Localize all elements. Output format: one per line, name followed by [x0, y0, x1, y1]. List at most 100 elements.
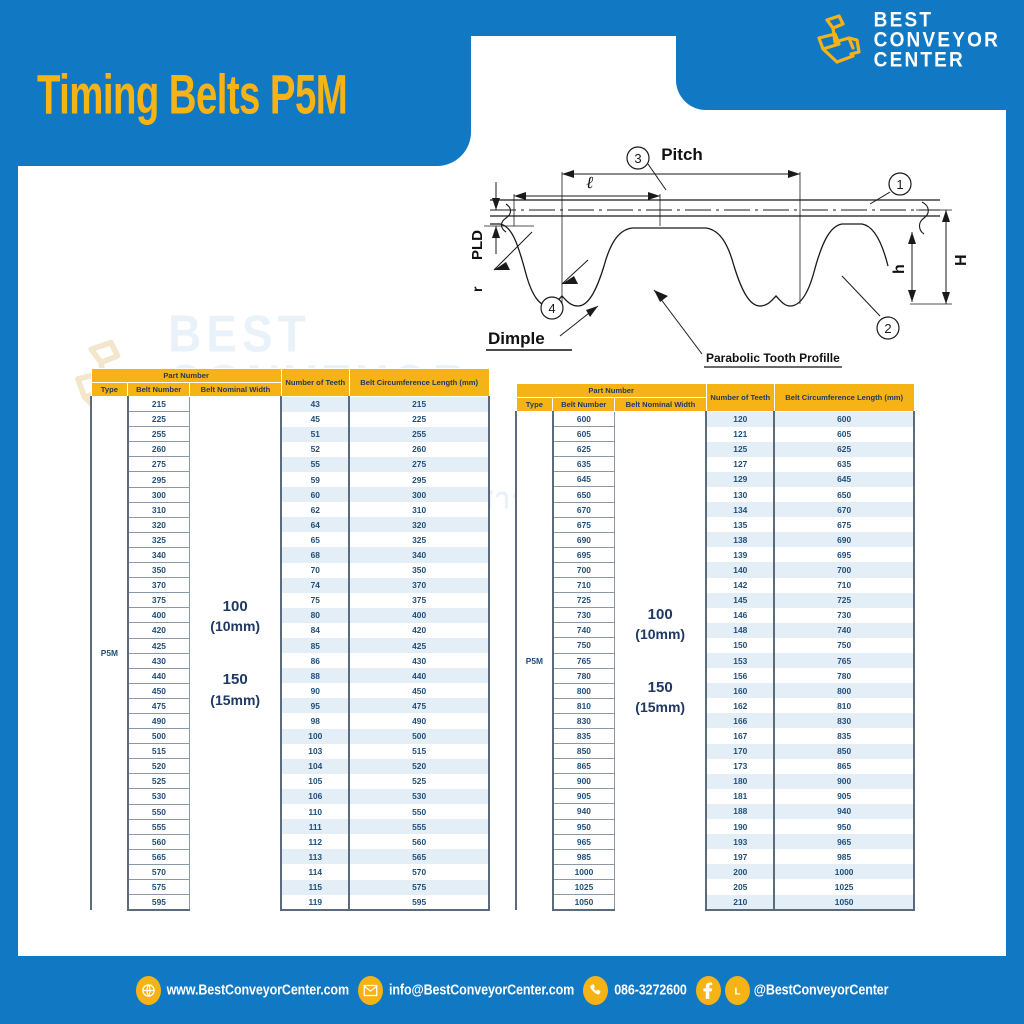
table-row: 850 170 850 — [516, 743, 915, 760]
table-row: 400 80 400 — [91, 607, 490, 624]
footer-phone[interactable]: 086-3272600 — [583, 975, 687, 1005]
header-circumference: Belt Circumference Length (mm) — [348, 368, 490, 397]
table-row: 695 139 695 — [516, 546, 915, 563]
cell-belt-number: 420 — [127, 622, 191, 639]
cell-belt-number: 560 — [127, 833, 191, 850]
cell-circumference: 530 — [349, 788, 490, 805]
cell-number-of-teeth: 150 — [705, 637, 776, 653]
header-number-of-teeth: Number of Teeth — [280, 368, 350, 397]
cell-circumference: 500 — [349, 728, 490, 744]
table-row: 525 105 525 — [91, 773, 490, 790]
svg-text:4: 4 — [548, 301, 555, 316]
cell-number-of-teeth: 111 — [280, 819, 351, 835]
table-row: 1050 210 1050 — [516, 893, 915, 911]
footer-email[interactable]: info@BestConveyorCenter.com — [357, 975, 574, 1005]
table-row: 810 162 810 — [516, 697, 915, 714]
footer-social-text: @BestConveyorCenter — [753, 981, 889, 999]
cell-belt-number: 440 — [127, 667, 191, 684]
cell-number-of-teeth: 153 — [705, 653, 776, 669]
header-circumference: Belt Circumference Length (mm) — [773, 383, 915, 412]
cell-number-of-teeth: 84 — [280, 622, 351, 638]
cell-circumference: 320 — [349, 517, 490, 533]
cell-belt-number: 700 — [552, 561, 616, 579]
table-row: 625 125 625 — [516, 441, 915, 458]
cell-belt-number: 850 — [552, 743, 616, 760]
cell-circumference: 645 — [774, 471, 915, 487]
cell-number-of-teeth: 121 — [705, 426, 776, 442]
cell-number-of-teeth: 85 — [280, 638, 351, 654]
cell-circumference: 430 — [349, 653, 490, 669]
cell-number-of-teeth: 113 — [280, 849, 351, 865]
cell-belt-number: 320 — [127, 516, 191, 533]
cell-circumference: 370 — [349, 577, 490, 593]
cell-number-of-teeth: 90 — [280, 683, 351, 699]
cell-number-of-teeth: 80 — [280, 607, 351, 623]
cell-circumference: 450 — [349, 683, 490, 699]
cell-belt-number: 905 — [552, 788, 616, 805]
cell-belt-number: 475 — [127, 697, 191, 714]
table-row: 730 146 730 — [516, 607, 915, 624]
cell-circumference: 740 — [774, 622, 915, 638]
cell-circumference: 475 — [349, 698, 490, 714]
width-150-mm: (15mm) — [210, 691, 261, 708]
cell-number-of-teeth: 139 — [705, 547, 776, 563]
table-row: 700 140 700 — [516, 561, 915, 579]
cell-belt-number: 595 — [127, 894, 191, 911]
cell-number-of-teeth: 148 — [705, 622, 776, 638]
brand-line-2: CONVEYOR — [873, 28, 1000, 53]
table-row: 595 119 595 — [91, 894, 490, 911]
table-row: 565 113 565 — [91, 848, 490, 865]
header-belt-number: Belt Number — [127, 382, 191, 397]
cell-belt-number: 300 — [127, 486, 191, 503]
cell-number-of-teeth: 62 — [280, 502, 351, 518]
cell-number-of-teeth: 110 — [280, 804, 351, 820]
cell-belt-number: 550 — [127, 803, 191, 820]
cell-number-of-teeth: 59 — [280, 471, 351, 488]
footer-website[interactable]: www.BestConveyorCenter.com — [135, 975, 349, 1005]
cell-circumference: 295 — [349, 471, 490, 488]
header-belt-nominal-width: Belt Nominal Width — [614, 397, 707, 412]
facebook-icon[interactable] — [695, 975, 721, 1005]
cell-belt-number: 370 — [127, 577, 191, 594]
cell-circumference: 965 — [774, 834, 915, 850]
cell-circumference: 670 — [774, 502, 915, 518]
callout-1-icon — [888, 172, 912, 196]
header-belt-number: Belt Number — [552, 397, 616, 412]
header-number-of-teeth: Number of Teeth — [705, 383, 775, 412]
table-row: 725 145 725 — [516, 592, 915, 609]
line-icon[interactable]: L — [724, 975, 750, 1005]
table-row: 650 130 650 — [516, 486, 915, 503]
width-100-mm: (10mm) — [635, 625, 686, 642]
label-l: ℓ — [586, 173, 593, 192]
table-row: 320 64 320 — [91, 516, 490, 533]
cell-circumference: 800 — [774, 683, 915, 699]
cell-belt-number: 450 — [127, 682, 191, 699]
table-row: 275 55 275 — [91, 456, 490, 473]
callout-2-icon — [876, 316, 900, 340]
table-row: 375 75 375 — [91, 592, 490, 609]
spec-table-left: Part Number Number of Teeth Belt Circumf… — [90, 368, 490, 911]
table-row: 835 167 835 — [516, 727, 915, 745]
cell-number-of-teeth: 112 — [280, 834, 351, 850]
cell-belt-number: 215 — [127, 395, 191, 413]
table-row: 440 88 440 — [91, 667, 490, 684]
table-row: 635 127 635 — [516, 456, 915, 473]
width-100: 100 — [647, 605, 673, 623]
brand-logo: BEST CONVEYOR CENTER — [813, 9, 1000, 72]
table-row: 515 103 515 — [91, 743, 490, 760]
cell-belt-number: 400 — [127, 607, 191, 624]
cell-number-of-teeth: 145 — [705, 592, 776, 608]
footer-social[interactable]: L @BestConveyorCenter — [695, 975, 889, 1005]
cell-belt-number: 625 — [552, 441, 616, 458]
cell-number-of-teeth: 200 — [705, 864, 776, 880]
cell-belt-number: 515 — [127, 743, 191, 760]
cell-circumference: 865 — [774, 758, 915, 774]
cell-number-of-teeth: 134 — [705, 502, 776, 518]
cell-circumference: 700 — [774, 562, 915, 578]
timing-belt-diagram: 3 4 1 2 Pitch ℓ PLD r H h Dimple Pa — [470, 114, 990, 384]
cell-belt-number: 295 — [127, 471, 191, 488]
label-dimple: Dimple — [488, 329, 545, 348]
cell-type: P5M — [515, 411, 554, 910]
cell-belt-number: 985 — [552, 848, 616, 865]
footer-phone-text: 086-3272600 — [614, 981, 687, 999]
